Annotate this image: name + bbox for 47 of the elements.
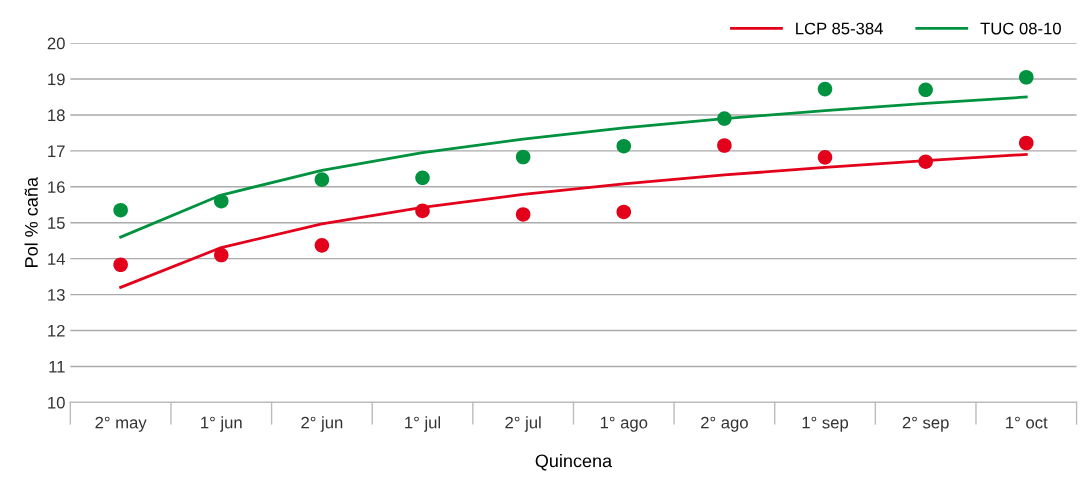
y-tick-label: 18 [48, 109, 65, 122]
x-tick-label: 2° ago [701, 416, 748, 432]
y-axis-title: Pol % caña [24, 177, 38, 267]
y-tick-label: 10 [48, 396, 65, 409]
x-axis-title: Quincena [535, 454, 613, 471]
x-tick-label: 1° ago [600, 416, 648, 432]
point [817, 81, 833, 97]
point [113, 202, 128, 218]
point [717, 111, 732, 126]
line-series [119, 95, 1028, 239]
x-tick-label: 1° oct [1006, 416, 1048, 429]
point [817, 150, 833, 165]
y-tick-label: 17 [48, 145, 65, 157]
point [314, 172, 330, 187]
x-tick-label: 2° may [95, 416, 147, 432]
x-tick-label: 2° jul [505, 416, 541, 432]
y-tick-label: 14 [48, 253, 65, 265]
x-tick-label: 2° sep [902, 416, 949, 432]
y-tick-label: 13 [48, 288, 65, 301]
point [616, 138, 632, 154]
legend-label: LCP 85-384 [796, 22, 883, 35]
x-tick-label: 1° jun [201, 416, 242, 432]
y-tick-label: 19 [48, 73, 65, 86]
point [717, 138, 732, 153]
point [213, 193, 229, 209]
y-tick-label: 16 [48, 181, 65, 194]
point [213, 247, 229, 263]
legend-label: TUC 08-10 [980, 22, 1061, 35]
point [1018, 135, 1034, 151]
y-tick-label: 15 [48, 217, 65, 229]
point [918, 154, 933, 169]
point [314, 238, 330, 253]
point [415, 203, 430, 219]
point [113, 257, 128, 273]
y-tick-label: 12 [48, 324, 65, 337]
point [415, 170, 430, 186]
point [918, 82, 933, 98]
y-tick-label: 11 [49, 361, 65, 373]
y-tick-label: 20 [47, 37, 65, 50]
line-series [119, 153, 1028, 289]
point [1018, 69, 1034, 85]
x-tick-label: 1° sep [802, 416, 849, 432]
point [515, 149, 531, 165]
x-tick-label: 1° jul [405, 416, 441, 432]
x-tick-label: 2° jun [301, 416, 343, 432]
point [616, 204, 632, 220]
point [515, 207, 531, 222]
